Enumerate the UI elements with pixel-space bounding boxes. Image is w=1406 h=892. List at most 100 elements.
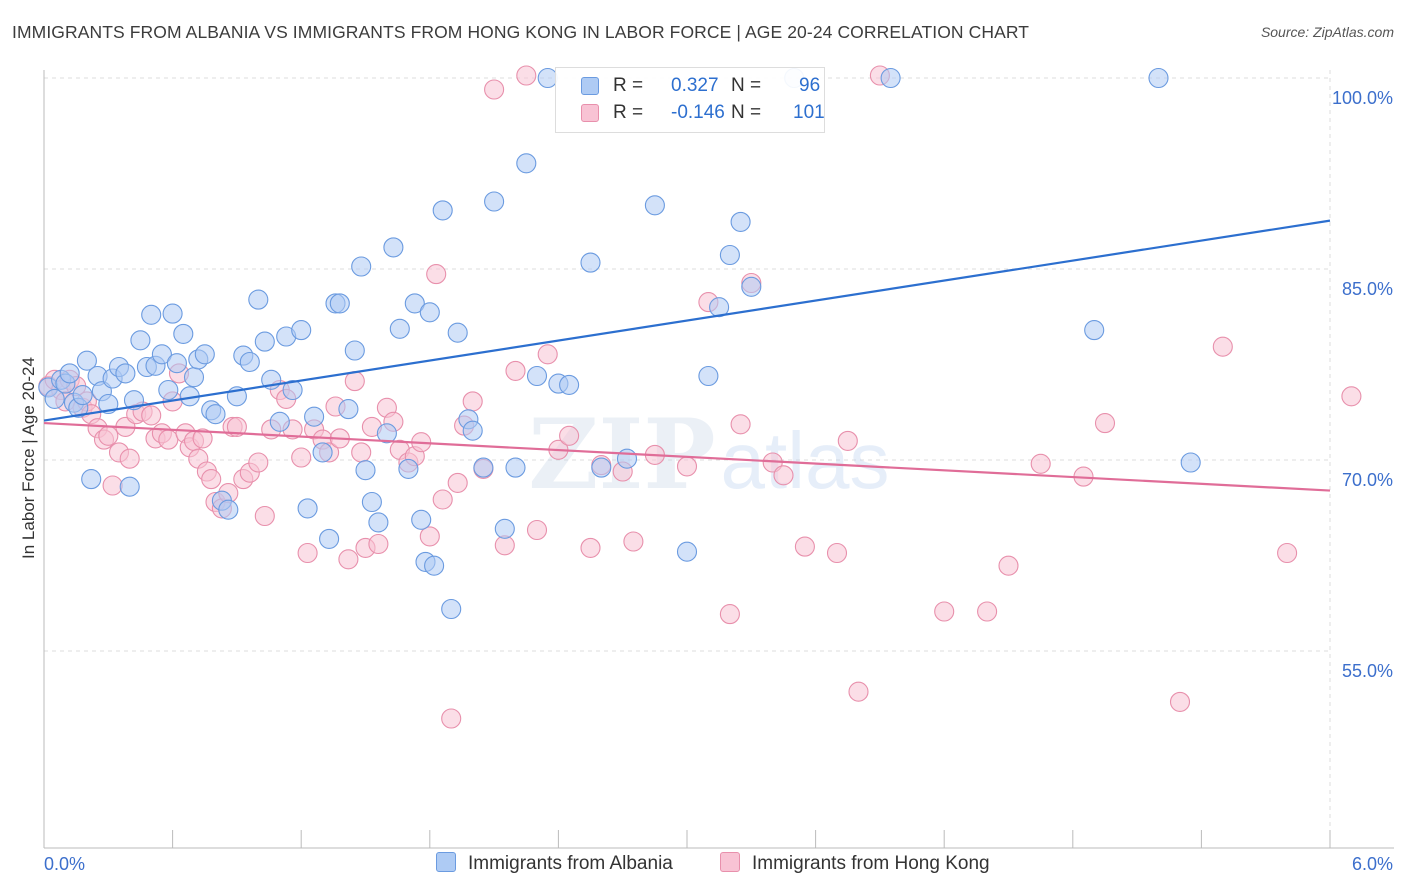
albania-point <box>151 344 172 365</box>
hongkong-point <box>1341 386 1362 407</box>
albania-point <box>424 555 445 576</box>
hongkong-point <box>192 428 213 449</box>
stats-legend: R = 0.327 N = 96 R = -0.146 N = 101 <box>555 67 825 133</box>
hongkong-point <box>1030 453 1051 474</box>
hongkong-point <box>1212 336 1233 357</box>
albania-point <box>383 237 404 258</box>
axis-labels: 55.0% 70.0% 85.0% 100.0% 0.0% 6.0% In Labor Fo… <box>19 88 1393 874</box>
albania-point <box>1180 452 1201 473</box>
hongkong-point <box>432 489 453 510</box>
albania-point <box>81 469 102 490</box>
albania-point <box>559 374 580 395</box>
hongkong-point <box>998 555 1019 576</box>
hongkong-point <box>368 533 389 555</box>
hongkong-point <box>441 708 462 729</box>
albania-point <box>376 423 397 444</box>
hongkong-point <box>623 531 644 552</box>
hongkong-point <box>848 681 869 702</box>
albania-point <box>361 491 382 513</box>
albania-point <box>183 367 205 388</box>
y-tick-label: 85.0% <box>1342 279 1393 299</box>
hongkong-point <box>201 469 222 490</box>
hongkong-point <box>158 429 179 450</box>
albania-point <box>644 195 665 216</box>
albania-point <box>194 344 215 365</box>
hongkong-point <box>248 452 269 473</box>
hongkong-point <box>676 456 698 477</box>
albania-point <box>158 379 179 401</box>
hongkong-point <box>351 442 372 463</box>
hongkong-point <box>580 537 601 558</box>
hongkong-r-value: -0.146 <box>671 102 725 123</box>
trend-lines <box>43 219 1331 492</box>
albania-point <box>162 303 183 324</box>
hongkong-point <box>794 536 815 557</box>
r-label: R = <box>613 102 644 123</box>
albania-point <box>741 276 762 297</box>
hongkong-point <box>826 542 848 564</box>
y-tick-label: 100.0% <box>1332 88 1393 108</box>
albania-point <box>676 541 698 562</box>
albania-point <box>447 322 468 343</box>
r-label: R = <box>613 75 644 96</box>
albania-point <box>484 191 505 212</box>
albania-swatch <box>581 77 599 95</box>
albania-point <box>319 528 340 549</box>
albania-point <box>398 458 419 479</box>
hongkong-point <box>254 505 275 527</box>
albania-point <box>880 67 901 89</box>
albania-point <box>505 457 526 478</box>
hongkong-point <box>977 601 998 622</box>
hongkong-point <box>141 405 162 426</box>
albania-point <box>173 323 194 344</box>
hongkong-point <box>773 465 794 486</box>
albania-point <box>239 351 260 373</box>
hongkong-point <box>1169 691 1191 712</box>
albania-point <box>76 350 97 371</box>
albania-point <box>389 318 410 339</box>
source-label: Source: ZipAtlas.com <box>1260 24 1394 40</box>
albania-point <box>218 499 239 520</box>
hongkong-points <box>38 65 1362 729</box>
hongkong-legend-swatch <box>720 852 740 872</box>
hongkong-point <box>426 264 447 285</box>
albania-point <box>355 460 376 481</box>
albania-point <box>616 448 638 469</box>
albania-point <box>166 353 187 374</box>
albania-point <box>59 363 80 384</box>
hongkong-point <box>119 448 140 469</box>
albania-point <box>432 200 453 221</box>
hongkong-point <box>516 65 537 86</box>
n-label: N = <box>731 75 762 96</box>
hongkong-point <box>102 475 123 496</box>
hongkong-swatch <box>581 104 599 122</box>
albania-point <box>304 406 325 427</box>
hongkong-point <box>447 472 468 493</box>
albania-point <box>441 598 462 620</box>
hongkong-point <box>462 391 483 412</box>
hongkong-point <box>559 425 580 446</box>
albania-point <box>338 399 359 420</box>
hongkong-point <box>419 526 440 547</box>
hongkong-n-value: 101 <box>793 102 825 123</box>
albania-point <box>526 365 548 387</box>
albania-point <box>419 302 440 323</box>
albania-point <box>730 211 751 232</box>
albania-point <box>344 340 365 361</box>
watermark: ZIP atlas <box>528 398 889 511</box>
albania-point <box>291 320 312 341</box>
albania-point <box>411 509 432 530</box>
x-tick-label-min: 0.0% <box>44 854 85 874</box>
albania-point <box>205 404 226 425</box>
albania-point <box>130 330 151 351</box>
albania-point <box>351 256 372 277</box>
albania-point <box>698 365 719 387</box>
hongkong-legend-label: Immigrants from Hong Kong <box>752 853 990 874</box>
hongkong-point <box>291 447 312 468</box>
x-tick-label-max: 6.0% <box>1352 854 1393 874</box>
albania-point <box>494 518 515 539</box>
albania-points <box>38 67 1201 620</box>
albania-point <box>72 385 93 406</box>
albania-point <box>462 420 483 441</box>
